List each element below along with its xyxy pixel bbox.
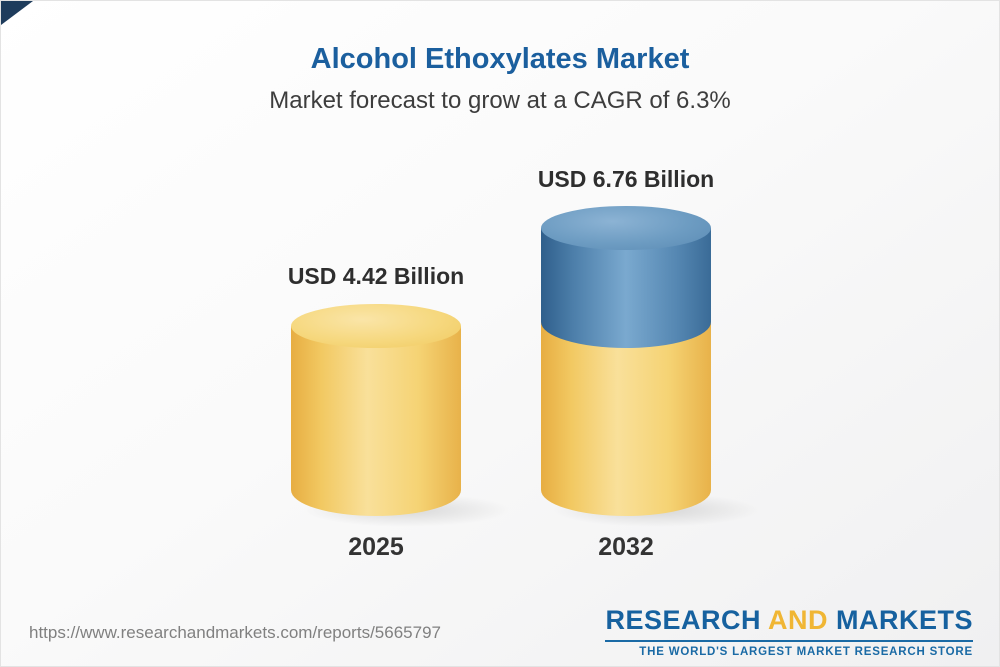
x-axis-label-2025: 2025 — [348, 533, 404, 561]
bar-2032-top-ellipse — [541, 206, 711, 250]
research-and-markets-logo: RESEARCH AND MARKETS THE WORLD'S LARGEST… — [605, 605, 973, 658]
x-axis-label-2032: 2032 — [598, 533, 654, 561]
bar-2032-cylinder — [541, 206, 711, 516]
logo-tagline: THE WORLD'S LARGEST MARKET RESEARCH STOR… — [639, 646, 973, 658]
logo-word-and: AND — [767, 605, 828, 635]
logo-wordmark: RESEARCH AND MARKETS — [605, 605, 973, 642]
value-label-2032: USD 6.76 Billion — [537, 166, 715, 192]
chart-title: Alcohol Ethoxylates Market — [310, 43, 690, 75]
chart-subtitle: Market forecast to grow at a CAGR of 6.3… — [269, 87, 731, 114]
bar-2025-body — [291, 326, 461, 516]
bar-2025-cylinder — [291, 304, 461, 516]
bar-2032-base-segment — [541, 321, 711, 516]
report-url-link[interactable]: https://www.researchandmarkets.com/repor… — [29, 623, 441, 642]
logo-word-research: RESEARCH — [605, 605, 761, 635]
corner-decoration — [1, 1, 33, 25]
bar-2025-top-ellipse — [291, 304, 461, 348]
logo-word-markets: MARKETS — [836, 605, 973, 635]
value-label-2025: USD 4.42 Billion — [287, 263, 465, 289]
